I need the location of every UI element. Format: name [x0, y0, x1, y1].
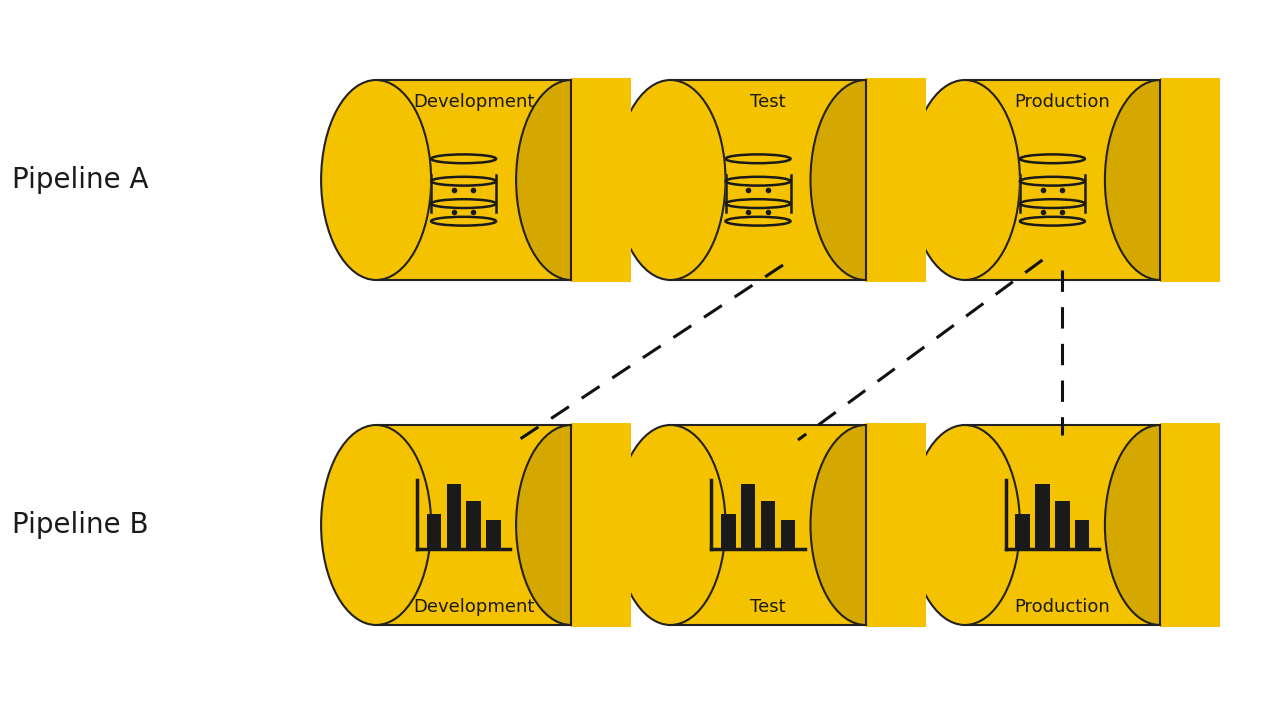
Bar	[426, 513, 442, 549]
Bar	[1020, 199, 1085, 204]
Bar	[431, 176, 497, 181]
Ellipse shape	[726, 177, 791, 186]
Ellipse shape	[1020, 199, 1085, 208]
Text: Pipeline A: Pipeline A	[12, 166, 148, 194]
Ellipse shape	[431, 217, 497, 225]
Ellipse shape	[516, 80, 626, 280]
Text: Development: Development	[413, 93, 534, 111]
Text: Development: Development	[413, 598, 534, 616]
Ellipse shape	[516, 425, 626, 625]
Bar	[965, 80, 1160, 280]
Bar	[466, 500, 481, 549]
Ellipse shape	[910, 80, 1020, 280]
Bar	[781, 520, 795, 549]
Ellipse shape	[810, 80, 920, 280]
Bar	[671, 80, 865, 280]
Text: Production: Production	[1015, 598, 1110, 616]
Bar	[571, 423, 631, 627]
Bar	[1036, 485, 1050, 549]
Bar	[760, 500, 776, 549]
Text: Test: Test	[750, 93, 786, 111]
Bar	[1160, 78, 1220, 282]
Ellipse shape	[910, 425, 1020, 625]
Bar	[865, 78, 925, 282]
Ellipse shape	[431, 154, 497, 163]
Ellipse shape	[616, 425, 726, 625]
Bar	[447, 485, 461, 549]
Ellipse shape	[1020, 154, 1085, 163]
Ellipse shape	[810, 425, 920, 625]
Bar	[1055, 500, 1070, 549]
Bar	[431, 199, 497, 204]
Bar	[376, 425, 571, 625]
Bar	[1020, 176, 1085, 181]
Ellipse shape	[431, 177, 497, 186]
Bar	[721, 513, 736, 549]
Ellipse shape	[321, 425, 431, 625]
Ellipse shape	[431, 199, 497, 208]
Ellipse shape	[726, 217, 791, 225]
Bar	[376, 80, 571, 280]
Text: Production: Production	[1015, 93, 1110, 111]
Text: Pipeline B: Pipeline B	[12, 511, 148, 539]
Bar	[741, 485, 755, 549]
Bar	[1015, 513, 1030, 549]
Bar	[486, 520, 500, 549]
Ellipse shape	[321, 80, 431, 280]
Bar	[571, 78, 631, 282]
Bar	[965, 425, 1160, 625]
Ellipse shape	[1105, 425, 1215, 625]
Bar	[865, 423, 925, 627]
Ellipse shape	[1020, 177, 1085, 186]
Ellipse shape	[726, 154, 791, 163]
Bar	[671, 425, 865, 625]
Bar	[726, 199, 791, 204]
Ellipse shape	[726, 199, 791, 208]
Ellipse shape	[616, 80, 726, 280]
Bar	[1075, 520, 1089, 549]
Ellipse shape	[1020, 217, 1085, 225]
Bar	[1160, 423, 1220, 627]
Ellipse shape	[1105, 80, 1215, 280]
Bar	[726, 176, 791, 181]
Text: Test: Test	[750, 598, 786, 616]
